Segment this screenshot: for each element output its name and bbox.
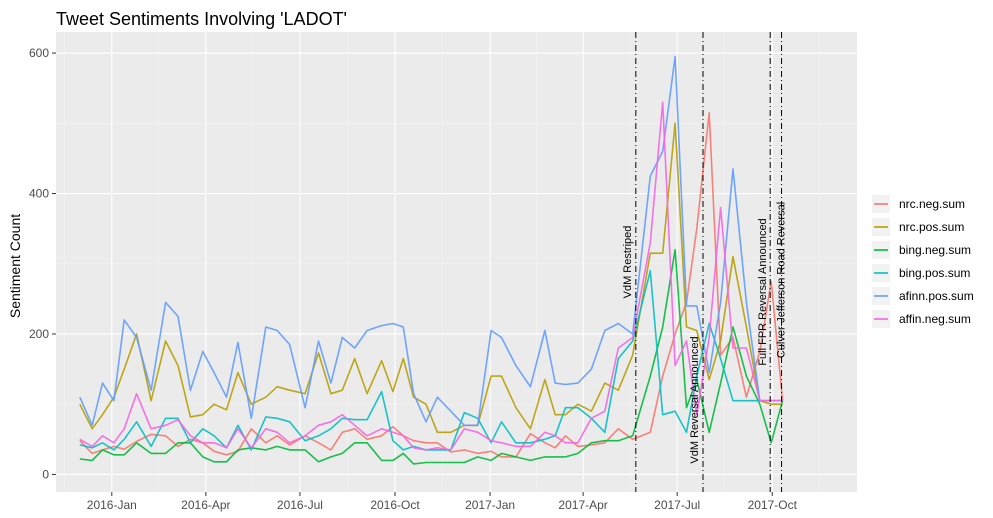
y-tick-label: 0 bbox=[42, 467, 49, 481]
x-tick-label: 2017-Jan bbox=[465, 498, 515, 512]
event-line-label: Culver-Jefferson Road Reversal bbox=[776, 202, 788, 358]
x-tick-label: 2017-Oct bbox=[748, 498, 798, 512]
event-line-label: VdM Reversal Announced bbox=[689, 336, 701, 463]
x-tick-label: 2017-Jul bbox=[654, 498, 700, 512]
series-line-nrc-pos-sum bbox=[79, 122, 783, 434]
chart-title: Tweet Sentiments Involving 'LADOT' bbox=[56, 9, 347, 29]
plot-panel bbox=[56, 32, 857, 492]
series-line-affin-neg-sum bbox=[79, 101, 783, 451]
event-line-label: Full FPR Reversal Announced bbox=[757, 218, 769, 365]
legend-label: affin.neg.sum bbox=[899, 312, 971, 326]
y-tick-label: 400 bbox=[29, 187, 49, 201]
legend-label: nrc.neg.sum bbox=[899, 197, 965, 211]
legend-label: afinn.pos.sum bbox=[899, 289, 974, 303]
legend-label: bing.neg.sum bbox=[899, 243, 971, 257]
x-tick-label: 2016-Jul bbox=[277, 498, 323, 512]
series-line-nrc-neg-sum bbox=[79, 112, 784, 458]
x-axis: 2016-Jan 2016-Apr 2016-Jul 2016-Oct 2017-Jan… bbox=[87, 492, 798, 512]
y-axis: 0 200 400 600 bbox=[29, 46, 56, 481]
series-line-afinn-pos-sum bbox=[79, 55, 783, 427]
y-axis-title: Sentiment Count bbox=[7, 214, 23, 318]
series-lines bbox=[79, 55, 784, 465]
x-tick-label: 2016-Jan bbox=[87, 498, 137, 512]
x-tick-label: 2017-Apr bbox=[558, 498, 607, 512]
event-lines: VdM Restriped VdM Reversal Announced Full … bbox=[622, 32, 788, 492]
y-tick-label: 600 bbox=[29, 46, 49, 60]
x-tick-label: 2016-Oct bbox=[370, 498, 420, 512]
x-tick-label: 2016-Apr bbox=[181, 498, 230, 512]
event-line-label: VdM Restriped bbox=[622, 226, 634, 299]
y-tick-label: 200 bbox=[29, 327, 49, 341]
legend-label: bing.pos.sum bbox=[899, 266, 970, 280]
legend-label: nrc.pos.sum bbox=[899, 220, 964, 234]
legend: nrc.neg.sum nrc.pos.sum bing.neg.sum bing.p… bbox=[872, 195, 974, 328]
